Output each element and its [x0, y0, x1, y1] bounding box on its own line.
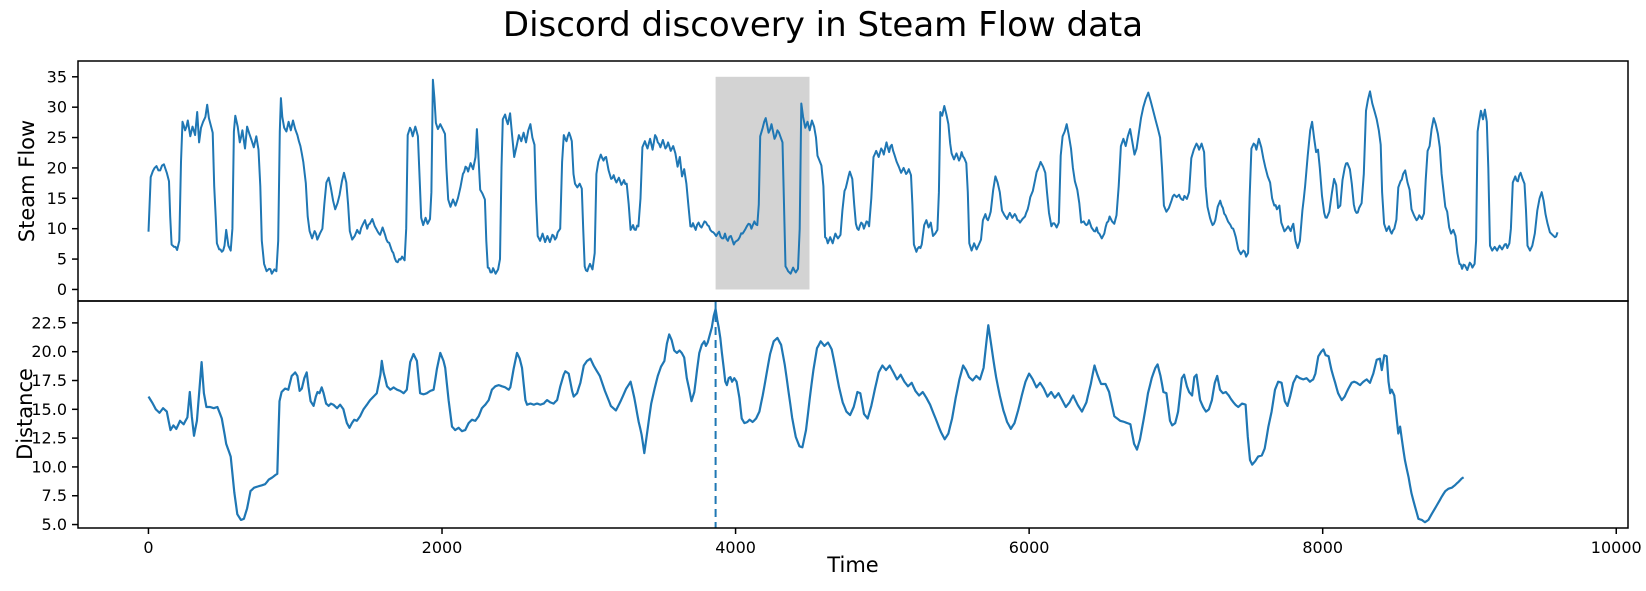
ylabel-distance: Distance [13, 368, 37, 460]
y-tick-label: 22.5 [31, 313, 67, 332]
axes-frame [77, 300, 1629, 529]
ylabel-steam-flow: Steam Flow [15, 119, 39, 243]
y-tick-label: 12.5 [31, 429, 67, 448]
x-tick-label: 2000 [422, 538, 463, 557]
y-tick-label: 20 [47, 158, 67, 177]
y-tick-label: 15.0 [31, 400, 67, 419]
y-tick-label: 10.0 [31, 457, 67, 476]
y-tick-label: 17.5 [31, 371, 67, 390]
y-tick-label: 5.0 [42, 515, 67, 534]
y-tick-label: 30 [47, 98, 67, 117]
steam-flow-line [147, 78, 1559, 275]
x-tick-label: 10000 [1591, 538, 1642, 557]
y-tick-label: 35 [47, 67, 67, 86]
x-tick-label: 0 [143, 538, 153, 557]
y-tick-label: 0 [57, 280, 67, 299]
y-tick-label: 25 [47, 128, 67, 147]
x-tick-label: 8000 [1302, 538, 1343, 557]
y-tick-label: 15 [47, 189, 67, 208]
x-tick-label: 6000 [1009, 538, 1050, 557]
y-tick-label: 5 [57, 250, 67, 269]
y-tick-label: 10 [47, 219, 67, 238]
x-tick-label: 4000 [715, 538, 756, 557]
y-tick-label: 20.0 [31, 342, 67, 361]
chart-title: Discord discovery in Steam Flow data [502, 5, 1144, 45]
discord-highlight-region [715, 76, 810, 290]
y-tick-label: 7.5 [42, 486, 67, 505]
matrix-profile-distance-line [147, 308, 1465, 524]
xlabel-time: Time [827, 553, 879, 577]
